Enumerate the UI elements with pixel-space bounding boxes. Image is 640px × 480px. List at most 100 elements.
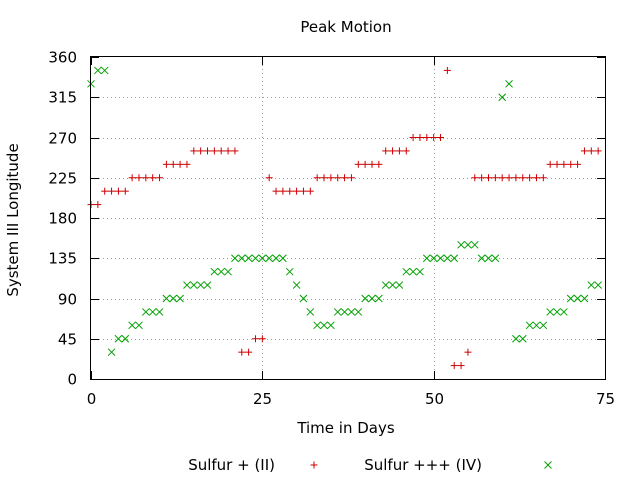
data-point-sulfur-iv [148,308,157,316]
data-point-sulfur-ii [238,348,246,356]
data-point-sulfur-iv [121,334,130,343]
data-point-sulfur-ii [574,160,582,168]
data-point-sulfur-iv [457,240,465,249]
data-point-sulfur-iv [114,334,123,343]
data-point-sulfur-iv [573,294,582,303]
legend-marker [310,461,318,469]
data-point-sulfur-ii [539,174,547,182]
data-point-sulfur-ii [265,174,273,182]
data-point-sulfur-iv [217,267,226,276]
data-point-sulfur-ii [354,160,362,168]
data-point-sulfur-ii [567,160,575,168]
data-point-sulfur-iv [107,348,116,357]
data-point-sulfur-ii [361,160,369,168]
x-axis-ticks: 0 25 50 75 [87,57,615,408]
data-point-sulfur-ii [471,174,479,182]
y-tick-label: 360 [48,49,77,67]
data-point-sulfur-iv [464,240,472,249]
data-point-sulfur-ii [183,160,191,168]
data-point-sulfur-iv [512,334,520,343]
data-point-sulfur-iv [395,281,404,289]
data-point-sulfur-iv [594,281,603,289]
x-tick-label: 25 [253,390,272,408]
data-point-sulfur-iv [327,321,335,330]
data-point-sulfur-ii [101,187,109,195]
data-point-sulfur-ii [197,147,205,155]
chart-title: Peak Motion [300,18,391,36]
data-point-sulfur-iv [368,294,376,303]
data-point-sulfur-ii [437,134,445,141]
data-point-sulfur-ii [176,160,184,168]
data-point-sulfur-ii [341,174,349,182]
y-axis-label: System III Longitude [4,143,22,296]
data-point-sulfur-ii [375,160,383,168]
data-point-sulfur-iv [100,66,109,75]
data-point-sulfur-ii [286,187,294,195]
data-point-sulfur-ii [313,174,321,182]
data-point-sulfur-ii [190,147,198,155]
data-point-sulfur-ii [389,147,397,155]
data-point-sulfur-iv [566,294,575,303]
data-point-sulfur-iv [518,334,527,343]
data-point-sulfur-ii [210,147,218,155]
data-point-sulfur-iv [265,254,274,263]
data-point-sulfur-iv [162,294,171,303]
data-point-sulfur-iv [539,321,548,330]
data-point-sulfur-iv [313,321,322,330]
data-point-sulfur-iv [381,281,390,289]
data-point-sulfur-iv [484,254,493,263]
data-point-sulfur-ii [142,174,150,182]
legend-label: Sulfur +++ (IV) [364,456,482,474]
series-0-points [87,66,602,370]
data-point-sulfur-ii [279,187,287,195]
data-point-sulfur-ii [546,160,554,168]
data-point-sulfur-iv [210,267,219,276]
data-point-sulfur-ii [327,174,335,182]
data-point-sulfur-iv [333,308,342,316]
data-point-sulfur-ii [560,160,568,168]
data-point-sulfur-iv [553,308,561,316]
data-point-sulfur-iv [128,321,136,330]
data-point-sulfur-iv [183,281,191,289]
data-point-sulfur-ii [423,134,431,141]
data-point-sulfur-ii [347,174,355,182]
y-axis-ticks: 0 45 90 135 180 225 270 315 360 [48,49,605,389]
data-point-sulfur-iv [587,281,596,289]
data-point-sulfur-ii [450,362,458,370]
data-point-sulfur-ii [293,187,301,195]
data-point-sulfur-iv [347,308,356,316]
data-point-sulfur-ii [409,134,417,141]
data-point-sulfur-iv [155,308,164,316]
data-point-sulfur-ii [299,187,307,195]
data-point-sulfur-iv [224,267,232,276]
data-point-sulfur-ii [395,147,403,155]
data-point-sulfur-iv [251,254,260,263]
data-point-sulfur-ii [251,335,259,343]
data-point-sulfur-iv [320,321,328,330]
data-point-sulfur-iv [169,294,178,303]
data-point-sulfur-iv [135,321,143,330]
y-tick-label: 135 [48,250,77,268]
legend: Sulfur + (II) Sulfur +++ (IV) [188,456,552,474]
data-point-sulfur-ii [484,174,492,182]
data-point-sulfur-ii [94,201,102,209]
data-point-sulfur-iv [340,308,349,316]
y-tick-label: 45 [58,331,77,349]
data-point-sulfur-iv [416,267,424,276]
data-point-sulfur-iv [402,267,411,276]
data-point-sulfur-ii [519,174,527,182]
data-point-sulfur-ii [334,174,342,182]
data-point-sulfur-iv [498,93,507,102]
data-point-sulfur-iv [546,308,555,316]
y-tick-label: 90 [58,291,77,309]
data-point-sulfur-ii [169,160,177,168]
data-point-sulfur-iv [505,79,513,88]
legend-label: Sulfur + (II) [188,456,275,474]
data-point-sulfur-iv [231,254,239,263]
data-point-sulfur-iv [409,267,417,276]
y-tick-label: 315 [48,89,77,107]
data-point-sulfur-ii [587,147,595,155]
y-tick-label: 0 [67,371,77,389]
data-point-sulfur-iv [279,254,287,263]
data-point-sulfur-ii [121,187,129,195]
